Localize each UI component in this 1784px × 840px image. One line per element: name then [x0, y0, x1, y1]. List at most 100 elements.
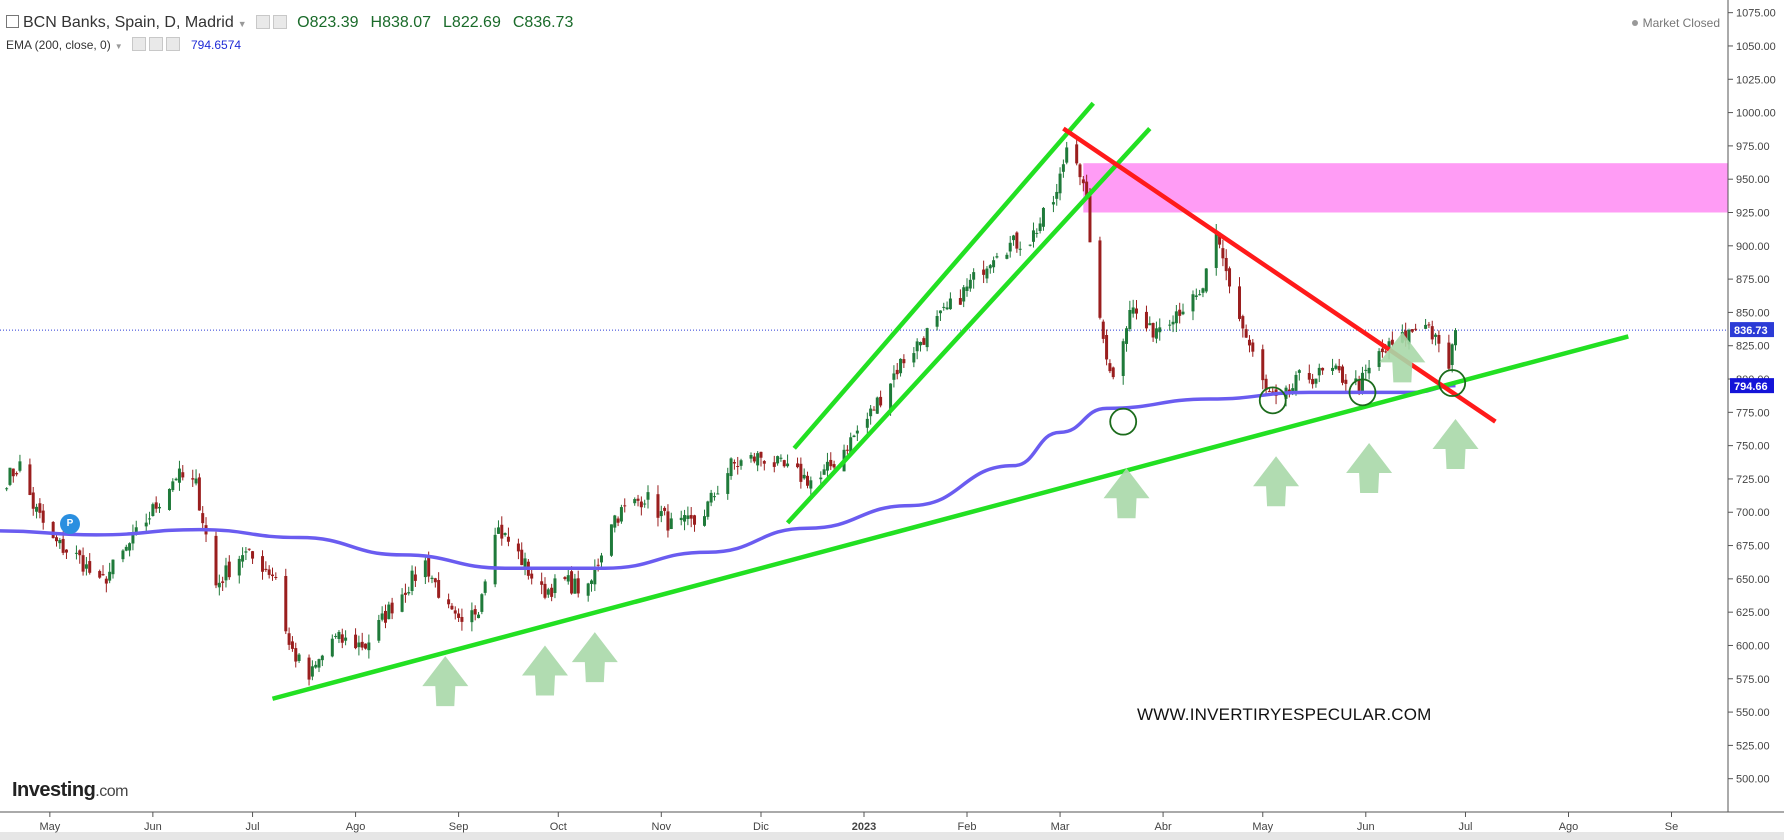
- candle-body: [5, 488, 9, 490]
- chevron-down-icon[interactable]: ▼: [114, 42, 123, 51]
- candle-body: [447, 599, 451, 605]
- candle-body: [573, 578, 577, 594]
- candle-body: [799, 463, 803, 482]
- candle-body: [1018, 248, 1022, 250]
- candle-body: [1380, 348, 1384, 353]
- candle-body: [251, 551, 255, 559]
- candle-body: [892, 373, 896, 380]
- candle-body: [1111, 367, 1115, 378]
- candle-body: [1344, 379, 1348, 384]
- y-tick-label: 950.00: [1736, 174, 1770, 186]
- toggle-icon[interactable]: [6, 15, 19, 28]
- symbol-title[interactable]: BCN Banks, Spain, D, Madrid: [23, 14, 234, 31]
- event-badge[interactable]: P: [60, 514, 80, 534]
- candle-body: [616, 518, 620, 523]
- candle-body: [669, 518, 673, 530]
- candle-body: [410, 570, 414, 592]
- chevron-down-icon[interactable]: ▼: [237, 19, 247, 29]
- candle-body: [689, 515, 693, 519]
- candle-body: [855, 430, 859, 434]
- candle-body: [666, 511, 670, 531]
- candle-body: [1447, 342, 1451, 369]
- candle-body: [51, 521, 55, 539]
- candle-body: [709, 492, 713, 503]
- candle-body: [942, 306, 946, 308]
- y-tick-label: 750.00: [1736, 441, 1770, 453]
- candle-body: [496, 527, 500, 534]
- candle-body: [320, 655, 324, 661]
- candle-body: [1031, 230, 1035, 242]
- y-tick-label: 550.00: [1736, 707, 1770, 719]
- candle-body: [58, 539, 62, 544]
- candle-body: [1221, 248, 1225, 259]
- green-trend-line: [785, 127, 1152, 525]
- candle-body: [450, 605, 454, 610]
- trend-lines: [271, 101, 1629, 701]
- y-tick-label: 1075.00: [1736, 8, 1776, 20]
- highlight-circle: [1348, 378, 1377, 407]
- candle-body: [782, 460, 786, 467]
- candle-body: [1430, 326, 1434, 340]
- candle-body: [1341, 366, 1345, 383]
- candle-body: [712, 496, 716, 498]
- candle-body: [314, 664, 318, 668]
- candle-body: [1247, 339, 1251, 346]
- candle-body: [38, 503, 42, 513]
- candle-body: [1181, 311, 1185, 315]
- up-arrow-icon: [571, 632, 618, 683]
- candle-body: [693, 515, 697, 525]
- eye-icon[interactable]: [131, 37, 146, 51]
- candle-body: [1297, 370, 1301, 373]
- logo[interactable]: Investing.com: [12, 779, 128, 802]
- gear-icon[interactable]: [148, 37, 163, 51]
- candle-body: [1075, 144, 1079, 164]
- y-tick-label: 850.00: [1736, 307, 1770, 319]
- candle-body: [1291, 388, 1295, 393]
- candle-body: [825, 461, 829, 471]
- candle-body: [1005, 254, 1009, 259]
- candle-body: [759, 451, 763, 458]
- gear-icon[interactable]: [272, 15, 287, 29]
- candle-body: [1191, 294, 1195, 312]
- candle-body: [1437, 334, 1441, 344]
- settings-icon[interactable]: [255, 15, 270, 29]
- candle-body: [1410, 329, 1414, 332]
- candle-body: [377, 619, 381, 641]
- candle-body: [1088, 195, 1092, 243]
- candle-body: [290, 641, 294, 649]
- candle-body: [158, 506, 162, 509]
- y-tick-label: 500.00: [1736, 774, 1770, 786]
- candle-body: [1081, 179, 1085, 184]
- candle-body: [968, 279, 972, 289]
- candle-body: [1334, 365, 1338, 369]
- candle-body: [28, 464, 32, 495]
- candle-body: [523, 558, 527, 569]
- candle-body: [1108, 363, 1112, 372]
- candle-body: [1264, 378, 1268, 390]
- up-arrow-icon: [1103, 468, 1150, 519]
- candle-body: [1271, 391, 1275, 393]
- low-value: L822.69: [443, 14, 501, 31]
- candle-body: [241, 555, 245, 562]
- candle-body: [201, 513, 205, 524]
- candle-body: [407, 592, 411, 594]
- candle-body: [563, 577, 567, 579]
- candle-body: [367, 642, 371, 651]
- candle-body: [1128, 309, 1132, 329]
- candle-body: [317, 659, 321, 668]
- candle-body: [1154, 328, 1158, 339]
- candle-body: [503, 533, 507, 535]
- candle-body: [344, 637, 348, 641]
- candle-body: [772, 462, 776, 467]
- candle-body: [506, 536, 510, 542]
- candle-body: [15, 473, 19, 475]
- indicator-name[interactable]: EMA (200, close, 0): [6, 38, 111, 52]
- candle-body: [357, 642, 361, 648]
- green-trend-line: [271, 334, 1629, 701]
- candle-body: [1058, 173, 1062, 194]
- market-status: Market Closed: [1631, 16, 1720, 30]
- candle-body: [962, 287, 966, 302]
- close-icon[interactable]: [165, 37, 180, 51]
- candle-body: [948, 298, 952, 310]
